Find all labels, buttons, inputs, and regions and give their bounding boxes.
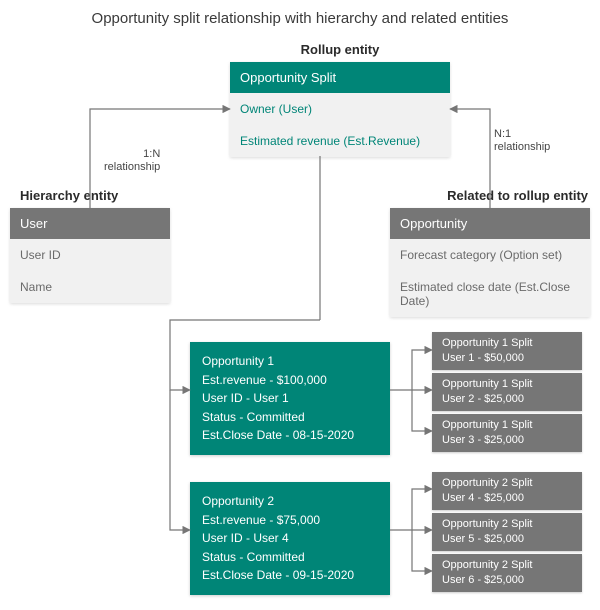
split-card: Opportunity 1 Split User 2 - $25,000 [432, 373, 582, 411]
split-title: Opportunity 1 Split [442, 336, 572, 351]
split-title: Opportunity 2 Split [442, 558, 572, 573]
split-detail: User 5 - $25,000 [442, 532, 572, 547]
split-card: Opportunity 1 Split User 1 - $50,000 [432, 332, 582, 370]
split-detail: User 2 - $25,000 [442, 392, 572, 407]
opportunity-line: Est.Close Date - 08-15-2020 [202, 426, 378, 445]
hierarchy-field: User ID [10, 239, 170, 271]
opportunity-line: Status - Committed [202, 548, 378, 567]
opportunity-title: Opportunity 2 [202, 492, 378, 511]
rollup-field: Estimated revenue (Est.Revenue) [230, 125, 450, 157]
edge-label-n1: N:1 relationship [494, 128, 550, 154]
split-card: Opportunity 1 Split User 3 - $25,000 [432, 414, 582, 452]
split-card: Opportunity 2 Split User 4 - $25,000 [432, 472, 582, 510]
opportunity-line: User ID - User 4 [202, 529, 378, 548]
split-detail: User 1 - $50,000 [442, 351, 572, 366]
related-field: Forecast category (Option set) [390, 239, 590, 271]
hierarchy-label: Hierarchy entity [20, 188, 118, 203]
related-field: Estimated close date (Est.Close Date) [390, 271, 590, 317]
opportunity-line: Est.Close Date - 09-15-2020 [202, 566, 378, 585]
opportunity-card: Opportunity 1 Est.revenue - $100,000 Use… [190, 342, 390, 455]
opportunity-line: Est.revenue - $100,000 [202, 371, 378, 390]
edge-label-1n: 1:N relationship [104, 148, 160, 174]
page-title: Opportunity split relationship with hier… [0, 10, 600, 27]
opportunity-card: Opportunity 2 Est.revenue - $75,000 User… [190, 482, 390, 595]
rollup-field: Owner (User) [230, 93, 450, 125]
related-header: Opportunity [390, 208, 590, 239]
hierarchy-header: User [10, 208, 170, 239]
opportunity-title: Opportunity 1 [202, 352, 378, 371]
split-detail: User 3 - $25,000 [442, 433, 572, 448]
split-title: Opportunity 1 Split [442, 377, 572, 392]
split-card: Opportunity 2 Split User 5 - $25,000 [432, 513, 582, 551]
rollup-entity: Opportunity Split Owner (User) Estimated… [230, 62, 450, 157]
related-label: Related to rollup entity [447, 188, 588, 203]
split-title: Opportunity 1 Split [442, 418, 572, 433]
related-entity: Opportunity Forecast category (Option se… [390, 208, 590, 317]
split-detail: User 6 - $25,000 [442, 573, 572, 588]
rollup-header: Opportunity Split [230, 62, 450, 93]
hierarchy-entity: User User ID Name [10, 208, 170, 303]
opportunity-line: Status - Committed [202, 408, 378, 427]
rollup-label: Rollup entity [230, 42, 450, 57]
split-card: Opportunity 2 Split User 6 - $25,000 [432, 554, 582, 592]
opportunity-line: Est.revenue - $75,000 [202, 511, 378, 530]
hierarchy-field: Name [10, 271, 170, 303]
split-title: Opportunity 2 Split [442, 476, 572, 491]
split-detail: User 4 - $25,000 [442, 491, 572, 506]
opportunity-line: User ID - User 1 [202, 389, 378, 408]
split-title: Opportunity 2 Split [442, 517, 572, 532]
